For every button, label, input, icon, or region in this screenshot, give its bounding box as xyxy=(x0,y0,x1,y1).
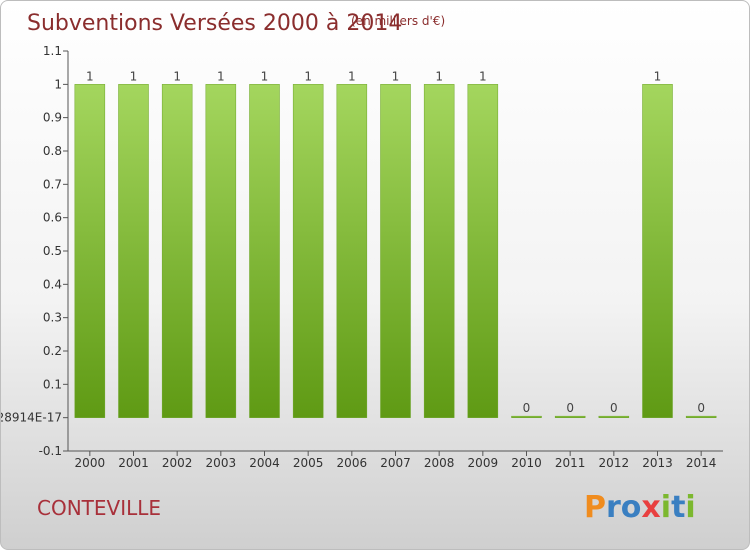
data-label: 1 xyxy=(479,69,487,83)
bar xyxy=(249,84,280,418)
bar xyxy=(467,84,499,418)
logo-letter: x xyxy=(641,490,660,525)
y-tick-label: 0.9 xyxy=(43,111,62,125)
bar xyxy=(511,415,542,418)
x-tick-label: 2008 xyxy=(424,456,455,470)
x-tick-label: 2014 xyxy=(686,456,717,470)
y-tick-label: 0.6 xyxy=(43,211,62,225)
x-tick-label: 2003 xyxy=(206,456,237,470)
data-label: 1 xyxy=(654,69,662,83)
y-tick-label: 0.8 xyxy=(43,144,62,158)
y-tick-label: 1.1 xyxy=(43,44,62,58)
bar xyxy=(292,84,324,418)
data-label: 1 xyxy=(435,69,443,83)
x-tick-label: 2012 xyxy=(599,456,630,470)
proxiti-logo: Proxiti xyxy=(584,490,696,525)
data-label: 1 xyxy=(261,69,269,83)
chart-subtitle: (en milliers d'€) xyxy=(351,14,445,28)
x-tick-label: 2005 xyxy=(293,456,324,470)
x-tick-label: 2001 xyxy=(118,456,149,470)
bar xyxy=(205,84,237,418)
y-tick-label: 0.4 xyxy=(43,277,62,291)
y-tick-label: 0.7 xyxy=(43,177,62,191)
logo-letter: P xyxy=(584,490,606,525)
data-label: 0 xyxy=(523,401,531,415)
data-label: 1 xyxy=(173,69,181,83)
bar xyxy=(554,415,586,418)
y-tick-label: -2.7755575615628914E-17 xyxy=(1,411,62,425)
data-label: 0 xyxy=(610,401,618,415)
logo-letter: o xyxy=(621,490,642,525)
bar xyxy=(118,84,149,418)
x-tick-label: 2002 xyxy=(162,456,193,470)
bar xyxy=(336,84,368,418)
bar xyxy=(74,84,106,418)
bar xyxy=(598,415,630,418)
logo-letter: t xyxy=(671,490,685,525)
bar xyxy=(380,84,411,418)
data-label: 1 xyxy=(304,69,312,83)
data-label: 1 xyxy=(86,69,94,83)
bar xyxy=(423,84,455,418)
y-tick-label: 0.1 xyxy=(43,377,62,391)
x-tick-label: 2006 xyxy=(337,456,368,470)
x-tick-label: 2007 xyxy=(380,456,411,470)
bar xyxy=(161,84,193,418)
x-tick-label: 2000 xyxy=(75,456,106,470)
y-tick-label: -0.1 xyxy=(39,444,62,458)
y-tick-label: 0.2 xyxy=(43,344,62,358)
data-label: 1 xyxy=(217,69,225,83)
x-tick-label: 2009 xyxy=(468,456,499,470)
data-label: 0 xyxy=(566,401,574,415)
x-tick-label: 2004 xyxy=(249,456,280,470)
x-tick-label: 2011 xyxy=(555,456,586,470)
logo-letter: r xyxy=(606,490,621,525)
y-tick-label: 0.3 xyxy=(43,311,62,325)
logo-letter: i xyxy=(661,490,671,525)
data-label: 1 xyxy=(130,69,138,83)
commune-name: CONTEVILLE xyxy=(37,496,161,520)
y-tick-label: 0.5 xyxy=(43,244,62,258)
chart-title: Subventions Versées 2000 à 2014 xyxy=(27,11,402,36)
data-label: 0 xyxy=(697,401,705,415)
y-tick-label: 1 xyxy=(54,77,62,91)
logo-letter: i xyxy=(685,490,695,525)
x-tick-label: 2013 xyxy=(642,456,673,470)
x-tick-label: 2010 xyxy=(511,456,542,470)
data-label: 1 xyxy=(348,69,356,83)
bar xyxy=(685,415,717,418)
bar xyxy=(642,84,673,418)
data-label: 1 xyxy=(392,69,400,83)
